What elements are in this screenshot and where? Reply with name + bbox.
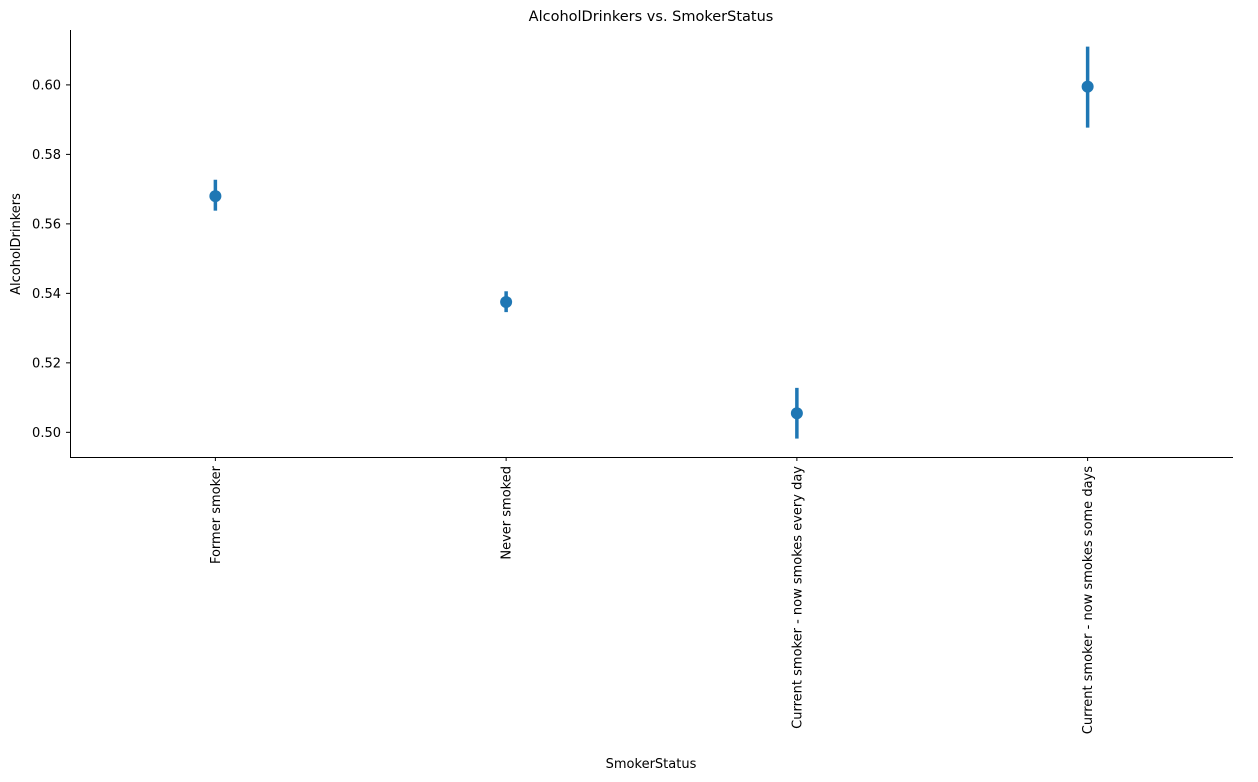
data-marks: [209, 46, 1094, 439]
chart-title: AlcoholDrinkers vs. SmokerStatus: [529, 9, 774, 25]
y-tick-label: 0.52: [32, 356, 61, 371]
x-ticks: Former smoker Never smoked Current smoker …: [209, 457, 1096, 734]
y-tick-label: 0.56: [32, 217, 61, 232]
y-ticks: 0.50 0.52 0.54 0.56 0.58 0.60: [32, 78, 70, 441]
x-tick-label: Never smoked: [500, 466, 515, 560]
x-tick-label: Current smoker - now smokes every day: [790, 466, 805, 729]
data-point: [790, 407, 803, 420]
x-tick-label: Current smoker - now smokes some days: [1081, 466, 1096, 734]
data-point: [209, 190, 222, 203]
y-tick-label: 0.50: [32, 426, 61, 441]
y-axis-label: AlcoholDrinkers: [9, 193, 24, 295]
y-tick-label: 0.54: [32, 287, 61, 302]
x-axis-label: SmokerStatus: [606, 757, 697, 772]
x-tick-label: Former smoker: [209, 465, 224, 564]
y-tick-label: 0.60: [32, 78, 61, 93]
data-point: [500, 296, 513, 309]
y-tick-label: 0.58: [32, 148, 61, 163]
axes: [70, 30, 1233, 458]
data-point: [1081, 80, 1094, 93]
